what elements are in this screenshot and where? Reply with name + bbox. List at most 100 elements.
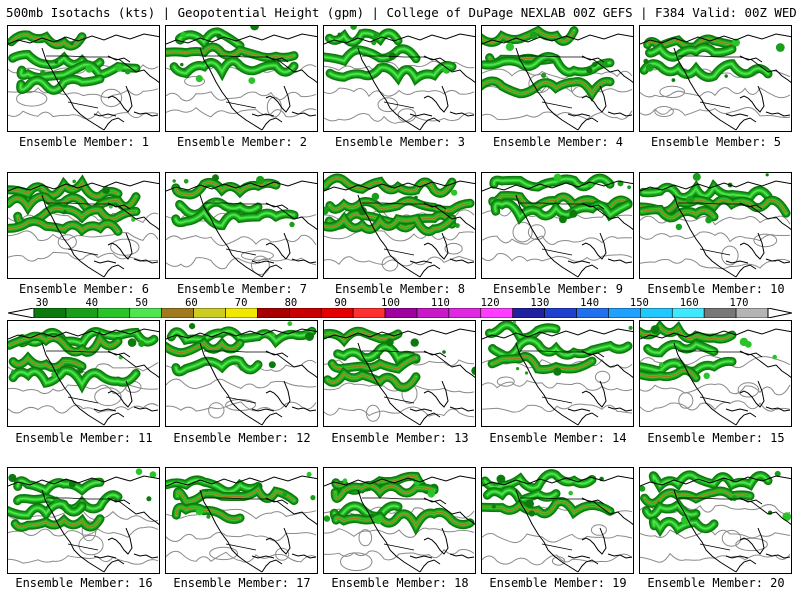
- isotach-blob: [525, 499, 534, 508]
- isotach-blob: [324, 206, 329, 215]
- height-contour: [640, 215, 791, 226]
- chart-header: 500mb Isotachs (kts) | Geopotential Heig…: [6, 5, 796, 20]
- political-border: [204, 55, 287, 67]
- isotach-blob: [659, 362, 664, 368]
- isotach-blob: [643, 58, 649, 64]
- coastline: [127, 507, 159, 526]
- political-border: [541, 396, 573, 404]
- height-contour: [482, 110, 633, 121]
- isotach-blob: [553, 367, 562, 376]
- political-border: [204, 497, 287, 509]
- isotach-core: [166, 46, 295, 59]
- height-contour: [324, 112, 475, 124]
- isotach-blob: [342, 478, 348, 483]
- ensemble-map-panel: [323, 467, 476, 574]
- political-border: [46, 202, 129, 214]
- isotach-blob: [72, 179, 76, 184]
- isotach-blob: [512, 321, 516, 324]
- isotach-blob: [724, 74, 728, 78]
- isotach-blob: [172, 179, 176, 183]
- height-contour: [640, 400, 791, 412]
- political-border: [46, 497, 129, 509]
- political-border: [699, 396, 731, 404]
- isotach-blob: [451, 189, 458, 196]
- coastline: [107, 55, 131, 63]
- isotach-blob: [68, 480, 76, 488]
- isotach-blob: [516, 367, 520, 371]
- coastline: [107, 85, 133, 113]
- colorbar-swatch: [225, 308, 258, 318]
- ensemble-member-label: Ensemble Member: 14: [489, 431, 627, 445]
- colorbar-labels: 30 40 50 60 70 80 90 100 110 120 130 140 150 160 170: [8, 298, 792, 309]
- colorbar-swatch: [65, 308, 99, 318]
- isotach-blob: [10, 370, 16, 375]
- isotach-core: [9, 335, 119, 353]
- isotach-band: [646, 343, 715, 354]
- coastline: [759, 65, 791, 84]
- colorbar-swatch: [161, 308, 194, 318]
- isotach-blob: [705, 216, 713, 224]
- ensemble-map-panel: [481, 172, 634, 279]
- height-contour: [8, 110, 159, 120]
- coastline: [607, 258, 633, 264]
- height-contour-loop: [358, 529, 373, 547]
- height-contour-loop: [251, 255, 270, 276]
- isotach-blob: [212, 174, 219, 182]
- coastline: [739, 527, 765, 555]
- isotach-blob: [640, 485, 646, 492]
- isotach-blob: [505, 42, 514, 51]
- isotach-blob: [248, 77, 256, 84]
- isotach-blob: [250, 26, 259, 31]
- height-contour-loop: [753, 233, 778, 248]
- height-contour-loop: [57, 234, 77, 250]
- coastline: [449, 111, 475, 117]
- ensemble-map-panel: [323, 172, 476, 279]
- height-contour: [166, 378, 317, 390]
- coastline: [577, 412, 599, 426]
- coastline: [409, 408, 433, 412]
- height-contour-loop: [496, 376, 515, 387]
- coastline: [443, 360, 475, 379]
- political-border: [225, 543, 257, 551]
- coastline: [607, 111, 633, 117]
- political-border: [520, 55, 603, 67]
- coastline: [166, 33, 317, 45]
- isotach-blob: [195, 75, 203, 83]
- coastline: [8, 475, 159, 487]
- ensemble-map-panel: [7, 25, 160, 132]
- colorbar-swatch: [608, 308, 641, 318]
- height-contour: [324, 255, 475, 267]
- coastline: [581, 232, 607, 260]
- coastline: [265, 380, 291, 408]
- coastline: [607, 406, 633, 412]
- height-contour-loop: [16, 91, 48, 107]
- coastline: [567, 555, 591, 559]
- ensemble-map-panel: [639, 172, 792, 279]
- isotach-blob: [455, 223, 460, 228]
- ensemble-map-panel: [165, 320, 318, 427]
- ensemble-member-label: Ensemble Member: 13: [331, 431, 469, 445]
- isotach-band: [174, 211, 295, 227]
- height-contour: [166, 508, 317, 520]
- isotach-blob: [195, 507, 204, 516]
- political-border: [383, 248, 415, 256]
- coastline: [166, 180, 317, 192]
- coastline: [107, 350, 131, 358]
- isotach-core: [329, 200, 471, 212]
- coastline: [285, 360, 317, 379]
- coastline: [357, 342, 421, 426]
- coastline: [261, 264, 283, 278]
- ensemble-member-label: Ensemble Member: 12: [173, 431, 311, 445]
- colorbar-swatches: [8, 308, 792, 318]
- ensemble-member-label: Ensemble Member: 18: [331, 576, 469, 590]
- isotach-blob: [774, 470, 781, 477]
- isotach-core: [8, 220, 119, 232]
- isotach-core: [482, 29, 575, 44]
- coastline: [324, 475, 475, 487]
- height-contour: [482, 379, 633, 392]
- colorbar-swatch: [448, 308, 482, 318]
- colorbar-swatch: [320, 308, 354, 318]
- coastline: [443, 507, 475, 526]
- political-border: [541, 248, 573, 256]
- height-contour-loop: [512, 221, 533, 243]
